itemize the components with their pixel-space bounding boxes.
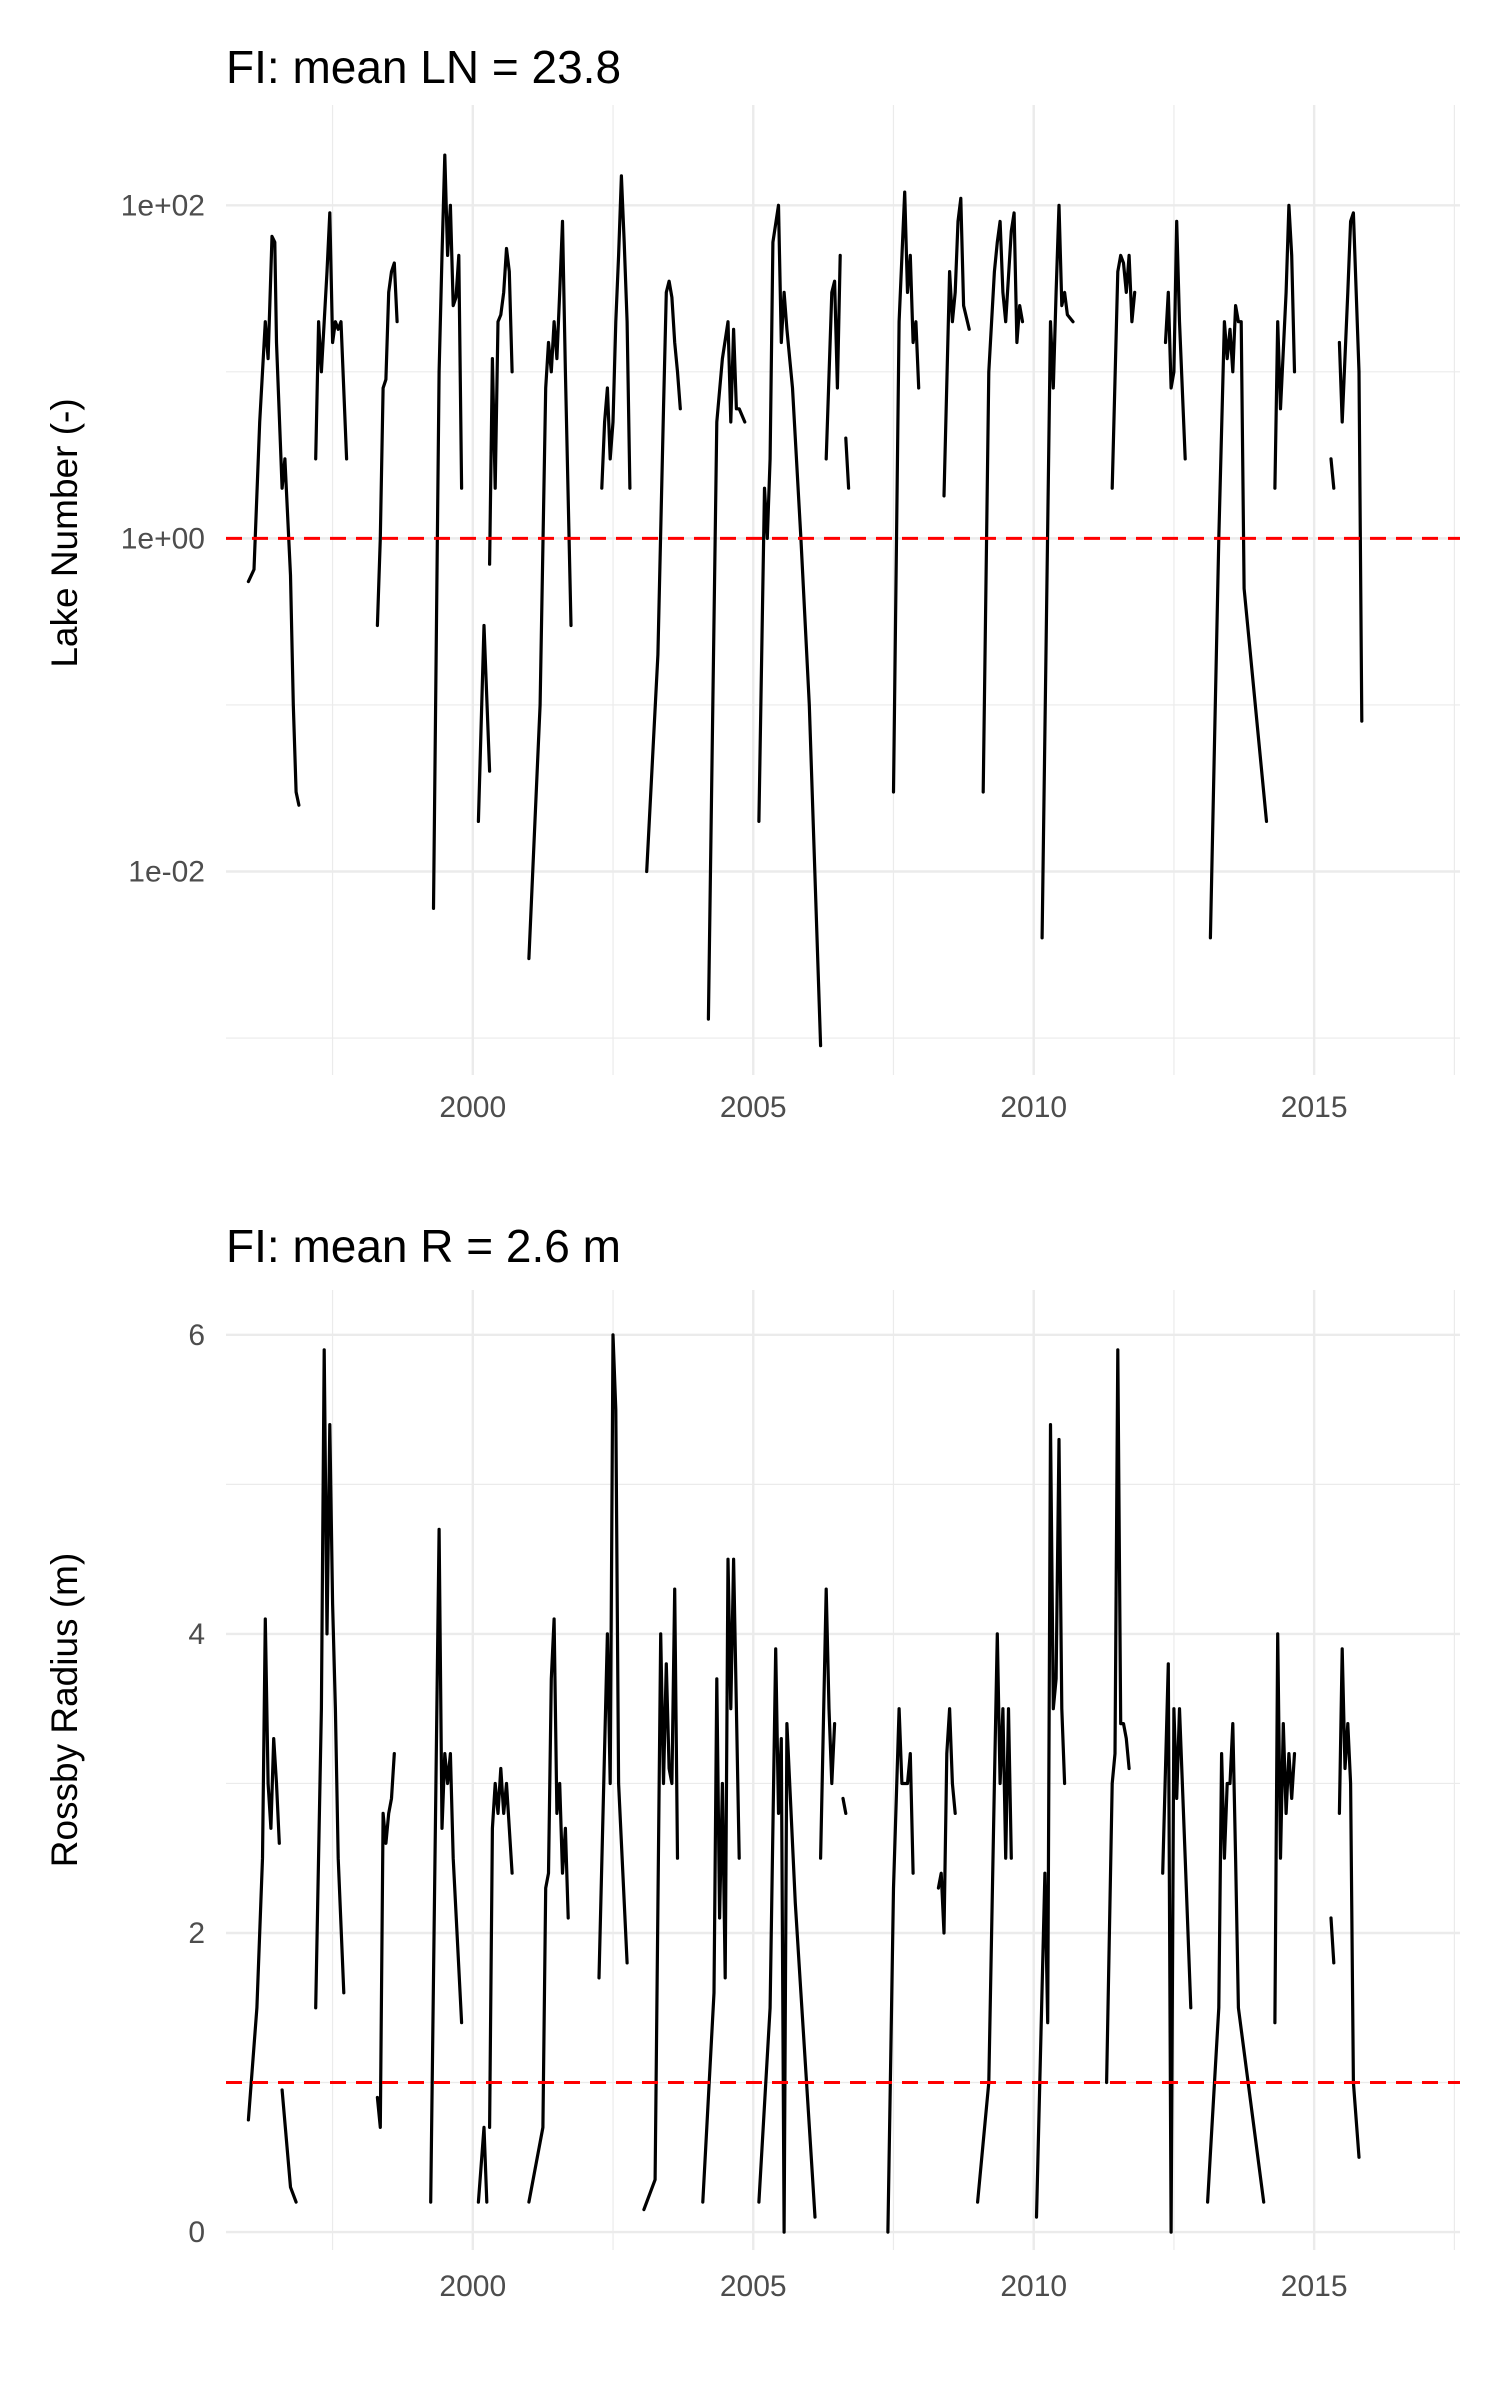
series-line	[1273, 1632, 1297, 2025]
series-line	[844, 436, 851, 490]
lake-number-series	[246, 153, 1364, 1048]
series-line	[645, 279, 682, 874]
series-line	[1205, 1721, 1266, 2204]
rossby-radius-y-ticks: 0 2 4 6	[188, 1319, 205, 2249]
series-line	[1337, 211, 1364, 723]
series-line	[642, 1587, 680, 2212]
series-line	[818, 1587, 837, 1860]
x-tick-label: 2000	[439, 2270, 506, 2303]
lake-number-grid	[226, 105, 1460, 1075]
series-line	[431, 153, 464, 911]
series-line	[1161, 1662, 1193, 2234]
series-line	[375, 1751, 396, 2129]
y-tick-label: 4	[188, 1618, 205, 1651]
series-line	[706, 320, 747, 1021]
rossby-radius-x-ticks: 2000 2005 2010 2015	[439, 2270, 1347, 2303]
rossby-radius-title: FI: mean R = 2.6 m	[226, 1220, 621, 1272]
series-line	[891, 190, 921, 794]
series-line	[1329, 1916, 1336, 1965]
series-line	[1273, 203, 1297, 490]
series-line	[597, 1333, 629, 1980]
x-tick-label: 2015	[1281, 2270, 1348, 2303]
series-line	[757, 1647, 817, 2234]
y-tick-label: 2	[188, 1917, 205, 1950]
series-line	[886, 1707, 915, 2234]
series-line	[488, 246, 514, 566]
series-line	[1040, 203, 1075, 940]
x-tick-label: 2015	[1281, 1091, 1348, 1124]
rossby-radius-grid	[226, 1290, 1460, 2250]
series-line	[1329, 457, 1336, 490]
series-line	[280, 2088, 298, 2204]
rossby-radius-panel: FI: mean R = 2.6 m Rossby Radius (m) 0 2…	[44, 1220, 1460, 2303]
series-line	[1110, 253, 1137, 490]
series-line	[1034, 1422, 1067, 2219]
series-line	[527, 1617, 570, 2204]
series-line	[701, 1557, 741, 2204]
series-line	[1104, 1348, 1131, 2085]
series-line	[981, 211, 1025, 794]
x-tick-label: 2005	[720, 1091, 787, 1124]
rossby-radius-series	[246, 1333, 1361, 2234]
series-line	[942, 196, 971, 498]
series-line	[1163, 219, 1187, 461]
rossby-radius-y-axis-label: Rossby Radius (m)	[44, 1553, 85, 1868]
series-line	[314, 211, 349, 461]
y-tick-label: 6	[188, 1319, 205, 1352]
series-line	[429, 1527, 464, 2204]
series-line	[314, 1348, 346, 2010]
series-line	[527, 219, 573, 961]
y-tick-label: 1e+00	[121, 522, 205, 555]
series-line	[841, 1796, 848, 1816]
lake-number-y-ticks: 1e-02 1e+00 1e+02	[121, 189, 205, 888]
series-line	[488, 1766, 514, 2129]
series-line	[476, 2125, 489, 2204]
lake-number-panel: FI: mean LN = 23.8 Lake Number (-) 1e-02…	[44, 41, 1460, 1124]
series-line	[975, 1632, 1013, 2204]
x-tick-label: 2005	[720, 2270, 787, 2303]
series-line	[936, 1707, 957, 1935]
lake-number-y-axis-label: Lake Number (-)	[44, 398, 85, 667]
series-line	[757, 203, 823, 1048]
y-tick-label: 0	[188, 2216, 205, 2249]
series-line	[600, 174, 632, 490]
x-tick-label: 2000	[439, 1091, 506, 1124]
y-tick-label: 1e+02	[121, 189, 205, 222]
series-line	[375, 261, 399, 628]
x-tick-label: 2010	[1000, 1091, 1067, 1124]
x-tick-label: 2010	[1000, 2270, 1067, 2303]
series-line	[824, 253, 842, 461]
lake-number-title: FI: mean LN = 23.8	[226, 41, 621, 93]
series-line	[246, 1617, 281, 2122]
series-line	[1208, 304, 1269, 940]
lake-number-x-ticks: 2000 2005 2010 2015	[439, 1091, 1347, 1124]
y-tick-label: 1e-02	[128, 855, 205, 888]
series-line	[476, 623, 492, 824]
series-line	[246, 234, 301, 807]
